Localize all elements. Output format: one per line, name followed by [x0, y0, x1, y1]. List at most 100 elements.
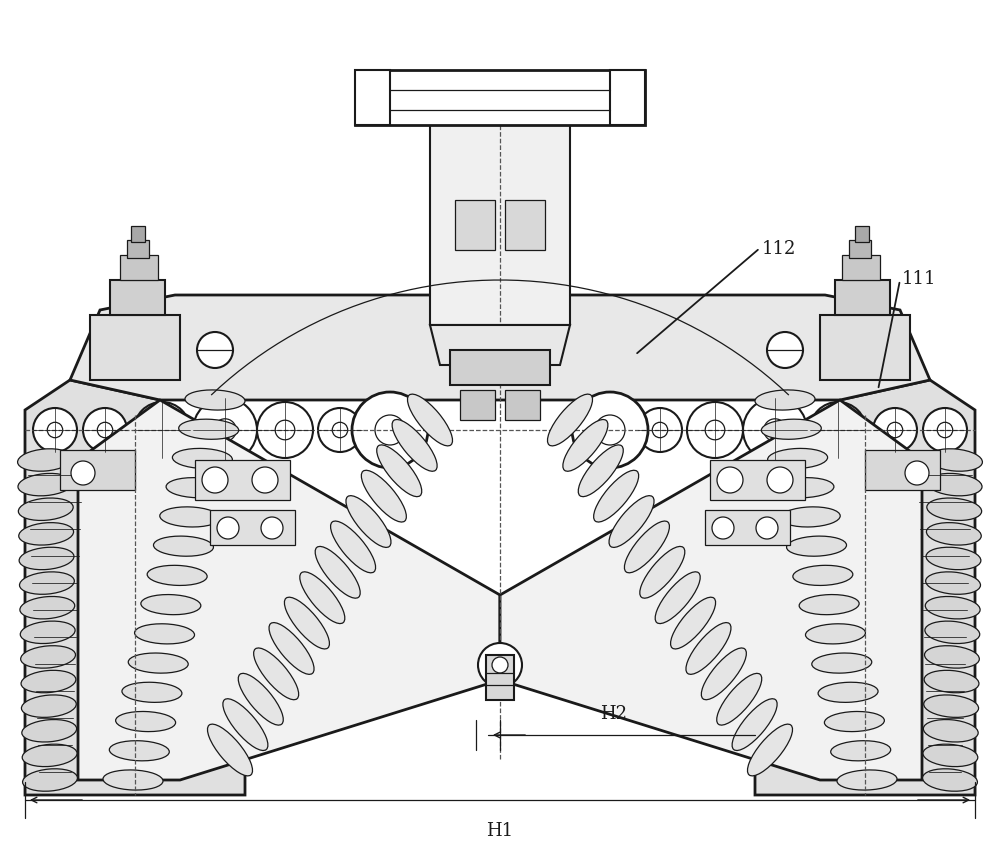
Ellipse shape [269, 623, 314, 675]
Ellipse shape [20, 621, 75, 643]
Ellipse shape [578, 445, 623, 497]
Ellipse shape [686, 623, 731, 675]
Ellipse shape [223, 699, 268, 751]
Ellipse shape [122, 682, 182, 702]
Ellipse shape [18, 498, 73, 520]
Ellipse shape [23, 769, 77, 792]
Ellipse shape [624, 521, 669, 573]
Ellipse shape [925, 596, 980, 619]
Ellipse shape [116, 712, 176, 732]
Bar [110, 280, 165, 315]
Circle shape [217, 517, 239, 539]
Circle shape [492, 657, 508, 673]
Circle shape [595, 415, 625, 445]
Circle shape [638, 408, 682, 452]
Circle shape [97, 422, 113, 438]
Ellipse shape [300, 572, 345, 623]
Polygon shape [430, 325, 570, 365]
Circle shape [83, 408, 127, 452]
Bar [195, 460, 290, 500]
Circle shape [828, 420, 848, 440]
Bar [60, 450, 135, 490]
Ellipse shape [361, 470, 406, 522]
Circle shape [214, 419, 236, 441]
Ellipse shape [923, 769, 977, 792]
Circle shape [478, 643, 522, 687]
Text: 112: 112 [762, 240, 796, 258]
Circle shape [252, 467, 278, 493]
Ellipse shape [928, 449, 982, 472]
Ellipse shape [927, 473, 982, 496]
Ellipse shape [831, 740, 891, 761]
Polygon shape [78, 400, 500, 780]
Ellipse shape [671, 597, 716, 649]
Circle shape [33, 408, 77, 452]
Ellipse shape [923, 720, 978, 742]
Circle shape [743, 398, 807, 462]
Circle shape [764, 419, 786, 441]
Bar [127, 240, 149, 258]
Ellipse shape [18, 473, 73, 496]
Bar [131, 226, 145, 242]
Circle shape [937, 422, 953, 438]
Circle shape [905, 461, 929, 485]
Circle shape [71, 461, 95, 485]
Ellipse shape [927, 498, 982, 520]
Bar [505, 200, 545, 250]
Circle shape [318, 408, 362, 452]
Ellipse shape [768, 448, 828, 468]
Ellipse shape [172, 448, 232, 468]
Bar [355, 70, 645, 125]
Circle shape [705, 420, 725, 440]
Circle shape [572, 392, 648, 468]
Ellipse shape [284, 597, 329, 649]
Circle shape [257, 402, 313, 458]
Ellipse shape [153, 536, 213, 557]
Ellipse shape [923, 744, 978, 766]
Ellipse shape [924, 695, 979, 717]
Bar [210, 510, 295, 545]
Circle shape [261, 517, 283, 539]
Ellipse shape [717, 674, 762, 725]
Bar [486, 655, 514, 700]
Bar [865, 450, 940, 490]
Ellipse shape [392, 420, 437, 472]
Bar [120, 255, 158, 280]
Ellipse shape [185, 390, 245, 410]
Circle shape [197, 332, 233, 368]
Ellipse shape [21, 646, 75, 668]
Ellipse shape [924, 670, 979, 693]
Ellipse shape [407, 394, 453, 446]
Ellipse shape [774, 478, 834, 498]
Circle shape [717, 467, 743, 493]
Ellipse shape [812, 653, 872, 673]
Ellipse shape [21, 695, 76, 717]
Ellipse shape [377, 445, 422, 497]
Ellipse shape [166, 478, 226, 498]
Ellipse shape [207, 724, 253, 776]
Ellipse shape [19, 547, 74, 570]
Circle shape [767, 467, 793, 493]
Ellipse shape [346, 496, 391, 547]
Circle shape [810, 402, 866, 458]
Ellipse shape [179, 419, 239, 440]
Ellipse shape [109, 740, 169, 761]
Bar [705, 510, 790, 545]
Ellipse shape [19, 523, 74, 545]
Ellipse shape [755, 390, 815, 410]
Bar [455, 200, 495, 250]
Ellipse shape [141, 595, 201, 615]
Ellipse shape [837, 770, 897, 790]
Ellipse shape [315, 546, 360, 598]
Circle shape [152, 420, 172, 440]
Circle shape [202, 467, 228, 493]
Ellipse shape [21, 670, 76, 693]
Circle shape [712, 517, 734, 539]
Text: H1: H1 [486, 822, 514, 840]
Ellipse shape [824, 712, 884, 732]
Polygon shape [25, 380, 245, 795]
Bar [450, 350, 550, 385]
Bar [849, 240, 871, 258]
Circle shape [887, 422, 903, 438]
Ellipse shape [20, 572, 74, 594]
